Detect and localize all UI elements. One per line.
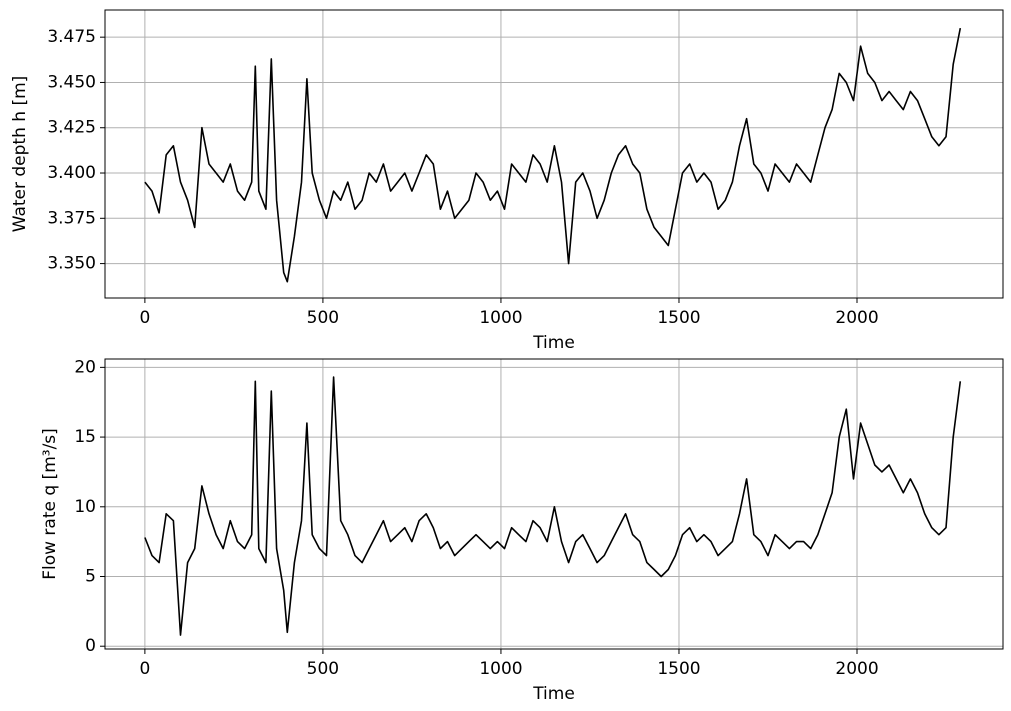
y-tick-label: 10 (74, 497, 96, 517)
y-tick-label: 15 (74, 427, 96, 447)
plot-frame (104, 9, 1004, 299)
x-tick-label: 500 (307, 659, 339, 679)
x-tick-label: 0 (139, 659, 150, 679)
x-tick-label: 1000 (479, 308, 522, 328)
plot-frame (104, 358, 1004, 650)
x-tick-label: 500 (307, 308, 339, 328)
x-tick-label: 0 (139, 308, 150, 328)
y-axis-label: Water depth h [m] (10, 76, 30, 233)
data-line (144, 376, 962, 636)
y-tick-label: 5 (85, 567, 96, 587)
y-axis-label: Flow rate q [m³/s] (40, 428, 60, 580)
y-tick-label: 20 (74, 357, 96, 377)
y-tick-label: 3.375 (47, 208, 96, 228)
y-tick-label: 3.450 (47, 72, 96, 92)
x-tick-label: 2000 (835, 659, 878, 679)
x-tick-label: 1500 (657, 308, 700, 328)
x-axis-label: Time (532, 333, 575, 353)
x-tick-label: 1000 (479, 659, 522, 679)
x-tick-label: 2000 (835, 308, 878, 328)
y-tick-label: 3.350 (47, 254, 96, 274)
x-axis-label: Time (532, 684, 575, 704)
y-tick-label: 3.475 (47, 27, 96, 47)
y-tick-label: 3.400 (47, 163, 96, 183)
y-tick-label: 3.425 (47, 118, 96, 138)
data-line (144, 27, 962, 283)
x-tick-label: 1500 (657, 659, 700, 679)
y-tick-label: 0 (85, 636, 96, 656)
